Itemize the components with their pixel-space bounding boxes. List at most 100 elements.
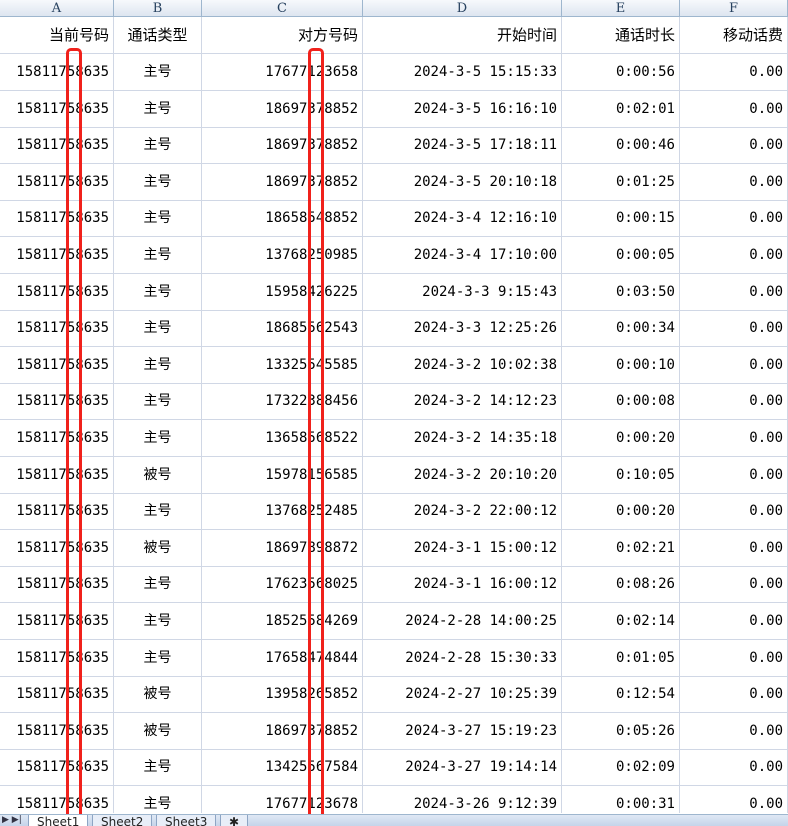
table-cell[interactable]: 15811758635 xyxy=(0,310,114,348)
table-cell[interactable]: 2024-3-3 9:15:43 xyxy=(363,273,562,311)
table-cell[interactable]: 15811758635 xyxy=(0,749,114,787)
header-cell[interactable]: 开始时间 xyxy=(363,17,562,54)
table-cell[interactable]: 0:02:09 xyxy=(562,749,680,787)
table-cell[interactable]: 0.00 xyxy=(680,603,788,640)
table-cell[interactable]: 0.00 xyxy=(680,200,788,238)
table-cell[interactable]: 2024-3-3 12:25:26 xyxy=(363,310,562,348)
column-header-e[interactable]: E xyxy=(562,0,680,17)
table-cell[interactable]: 0.00 xyxy=(680,310,788,348)
table-cell[interactable]: 15811758635 xyxy=(0,786,114,813)
table-cell[interactable]: 18697898872 xyxy=(202,529,363,567)
table-cell[interactable]: 主号 xyxy=(114,420,202,457)
table-cell[interactable]: 0.00 xyxy=(680,493,788,531)
table-cell[interactable]: 主号 xyxy=(114,639,202,677)
table-cell[interactable]: 2024-3-27 19:14:14 xyxy=(363,749,562,787)
table-cell[interactable]: 0.00 xyxy=(680,712,788,750)
table-cell[interactable]: 2024-3-2 10:02:38 xyxy=(363,346,562,384)
table-cell[interactable]: 2024-3-5 17:18:11 xyxy=(363,127,562,165)
table-cell[interactable]: 0.00 xyxy=(680,54,788,91)
table-cell[interactable]: 15811758635 xyxy=(0,529,114,567)
table-cell[interactable]: 18697378852 xyxy=(202,90,363,128)
table-cell[interactable]: 主号 xyxy=(114,786,202,813)
table-cell[interactable]: 主号 xyxy=(114,200,202,238)
table-cell[interactable]: 15811758635 xyxy=(0,273,114,311)
table-cell[interactable]: 15811758635 xyxy=(0,200,114,238)
table-cell[interactable]: 主号 xyxy=(114,237,202,274)
table-cell[interactable]: 0:12:54 xyxy=(562,676,680,714)
table-cell[interactable]: 主号 xyxy=(114,273,202,311)
table-cell[interactable]: 0.00 xyxy=(680,383,788,421)
table-cell[interactable]: 13768250985 xyxy=(202,237,363,274)
table-cell[interactable]: 15811758635 xyxy=(0,54,114,91)
table-cell[interactable]: 18697378852 xyxy=(202,163,363,201)
table-cell[interactable]: 0.00 xyxy=(680,237,788,274)
table-cell[interactable]: 主号 xyxy=(114,493,202,531)
table-cell[interactable]: 13958265852 xyxy=(202,676,363,714)
table-cell[interactable]: 0:00:46 xyxy=(562,127,680,165)
table-cell[interactable]: 18697378852 xyxy=(202,127,363,165)
table-cell[interactable]: 0:02:21 xyxy=(562,529,680,567)
table-cell[interactable]: 主号 xyxy=(114,90,202,128)
table-cell[interactable]: 0:05:26 xyxy=(562,712,680,750)
table-cell[interactable]: 2024-3-27 15:19:23 xyxy=(363,712,562,750)
table-cell[interactable]: 2024-3-26 9:12:39 xyxy=(363,786,562,813)
table-cell[interactable]: 17322388456 xyxy=(202,383,363,421)
header-cell[interactable]: 通话类型 xyxy=(114,17,202,54)
table-cell[interactable]: 2024-3-5 20:10:18 xyxy=(363,163,562,201)
table-cell[interactable]: 2024-3-2 14:12:23 xyxy=(363,383,562,421)
tab-sheet3[interactable]: Sheet3 xyxy=(156,815,217,826)
table-cell[interactable]: 15811758635 xyxy=(0,383,114,421)
table-cell[interactable]: 15811758635 xyxy=(0,566,114,604)
header-cell[interactable]: 当前号码 xyxy=(0,17,114,54)
table-cell[interactable]: 0:08:26 xyxy=(562,566,680,604)
tab-sheet1[interactable]: Sheet1 xyxy=(28,815,89,826)
table-cell[interactable]: 0.00 xyxy=(680,566,788,604)
table-cell[interactable]: 0.00 xyxy=(680,90,788,128)
table-cell[interactable]: 0:10:05 xyxy=(562,456,680,494)
table-cell[interactable]: 被号 xyxy=(114,712,202,750)
column-header-b[interactable]: B xyxy=(114,0,202,17)
table-cell[interactable]: 0:00:56 xyxy=(562,54,680,91)
table-cell[interactable]: 2024-2-28 14:00:25 xyxy=(363,603,562,640)
table-cell[interactable]: 17677123678 xyxy=(202,786,363,813)
table-cell[interactable]: 17677123658 xyxy=(202,54,363,91)
table-cell[interactable]: 15811758635 xyxy=(0,90,114,128)
table-cell[interactable]: 主号 xyxy=(114,603,202,640)
table-cell[interactable]: 0:00:05 xyxy=(562,237,680,274)
table-cell[interactable]: 15811758635 xyxy=(0,603,114,640)
table-cell[interactable]: 0.00 xyxy=(680,456,788,494)
column-header-a[interactable]: A xyxy=(0,0,114,17)
table-cell[interactable]: 15811758635 xyxy=(0,420,114,457)
header-cell[interactable]: 移动话费 xyxy=(680,17,788,54)
table-cell[interactable]: 2024-3-1 16:00:12 xyxy=(363,566,562,604)
table-cell[interactable]: 2024-3-2 22:00:12 xyxy=(363,493,562,531)
table-cell[interactable]: 15811758635 xyxy=(0,163,114,201)
table-cell[interactable]: 0:00:08 xyxy=(562,383,680,421)
table-cell[interactable]: 0.00 xyxy=(680,346,788,384)
table-cell[interactable]: 0:01:25 xyxy=(562,163,680,201)
table-cell[interactable]: 15811758635 xyxy=(0,456,114,494)
table-cell[interactable]: 0.00 xyxy=(680,420,788,457)
table-cell[interactable]: 0:00:10 xyxy=(562,346,680,384)
table-cell[interactable]: 主号 xyxy=(114,346,202,384)
table-cell[interactable]: 0:00:15 xyxy=(562,200,680,238)
table-cell[interactable]: 主号 xyxy=(114,163,202,201)
table-cell[interactable]: 15811758635 xyxy=(0,676,114,714)
table-cell[interactable]: 15811758635 xyxy=(0,346,114,384)
table-cell[interactable]: 15958426225 xyxy=(202,273,363,311)
table-cell[interactable]: 0.00 xyxy=(680,127,788,165)
tab-scroll-arrows-icon[interactable]: ▶ ▶| xyxy=(2,815,22,825)
table-cell[interactable]: 17658474844 xyxy=(202,639,363,677)
column-header-c[interactable]: C xyxy=(202,0,363,17)
table-cell[interactable]: 0:00:20 xyxy=(562,493,680,531)
table-cell[interactable]: 2024-3-5 15:15:33 xyxy=(363,54,562,91)
table-cell[interactable]: 0:00:31 xyxy=(562,786,680,813)
table-cell[interactable]: 18685562543 xyxy=(202,310,363,348)
table-cell[interactable]: 13658568522 xyxy=(202,420,363,457)
table-cell[interactable]: 18697378852 xyxy=(202,712,363,750)
table-cell[interactable]: 13325545585 xyxy=(202,346,363,384)
table-cell[interactable]: 0:01:05 xyxy=(562,639,680,677)
header-cell[interactable]: 通话时长 xyxy=(562,17,680,54)
header-cell[interactable]: 对方号码 xyxy=(202,17,363,54)
